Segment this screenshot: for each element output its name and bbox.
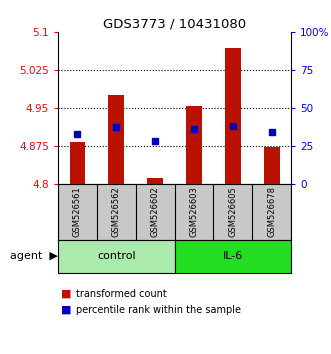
Bar — [264, 147, 280, 184]
Text: IL-6: IL-6 — [223, 251, 243, 261]
Text: GSM526603: GSM526603 — [190, 187, 199, 237]
Text: control: control — [97, 251, 136, 261]
Text: transformed count: transformed count — [76, 289, 167, 299]
Bar — [147, 178, 163, 184]
Bar — [186, 106, 202, 184]
Text: GSM526561: GSM526561 — [73, 187, 82, 237]
Text: GSM526602: GSM526602 — [151, 187, 160, 237]
Bar — [58, 240, 175, 273]
Text: agent  ▶: agent ▶ — [10, 251, 58, 261]
Bar — [225, 48, 241, 184]
Title: GDS3773 / 10431080: GDS3773 / 10431080 — [103, 18, 246, 31]
Bar — [109, 95, 124, 184]
Text: ■: ■ — [61, 289, 72, 299]
Text: GSM526562: GSM526562 — [112, 187, 121, 237]
Text: ■: ■ — [61, 305, 72, 315]
Text: GSM526605: GSM526605 — [228, 187, 237, 237]
Bar — [70, 142, 85, 184]
Text: percentile rank within the sample: percentile rank within the sample — [76, 305, 241, 315]
Bar — [175, 240, 291, 273]
Text: GSM526678: GSM526678 — [267, 186, 276, 238]
